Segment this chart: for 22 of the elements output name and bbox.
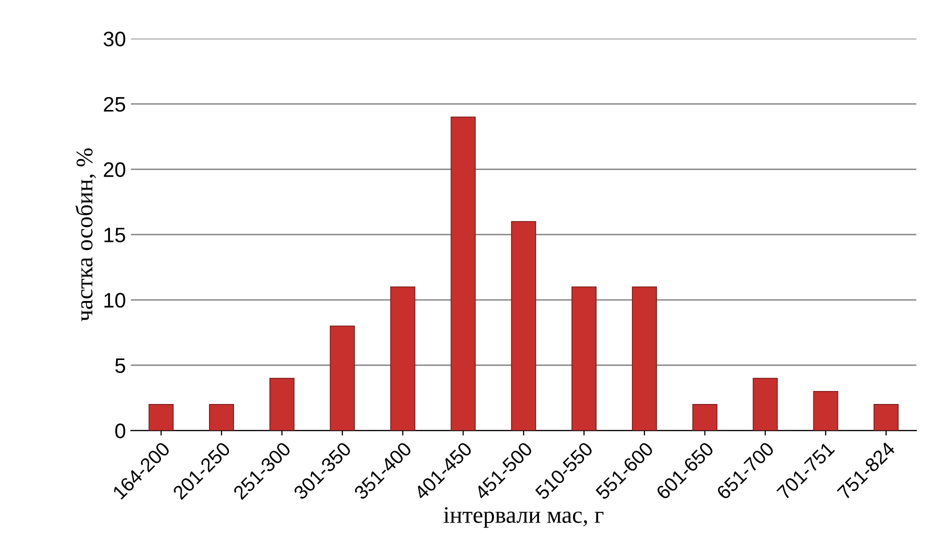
y-tick-label: 20 [104, 162, 126, 178]
y-tick-label: 0 [115, 424, 126, 438]
bar [148, 404, 174, 431]
bar [874, 404, 899, 431]
bar [209, 404, 234, 431]
y-tick-label: 10 [104, 292, 126, 308]
y-axis-title: частка особин, % [75, 148, 96, 322]
bar [269, 378, 294, 431]
x-axis-title: інтервали мас, г [444, 507, 604, 528]
y-tick-label: 30 [104, 32, 126, 46]
y-tick-label: 15 [104, 228, 126, 242]
y-tick-label: 25 [104, 96, 126, 112]
bar [450, 116, 476, 431]
bar [813, 390, 838, 431]
bar [572, 286, 597, 431]
bar [390, 286, 416, 431]
bar [330, 326, 355, 431]
bar [511, 221, 536, 431]
bar [752, 378, 778, 431]
bar [692, 404, 718, 431]
bar [632, 286, 657, 431]
y-tick-label: 5 [115, 358, 126, 373]
